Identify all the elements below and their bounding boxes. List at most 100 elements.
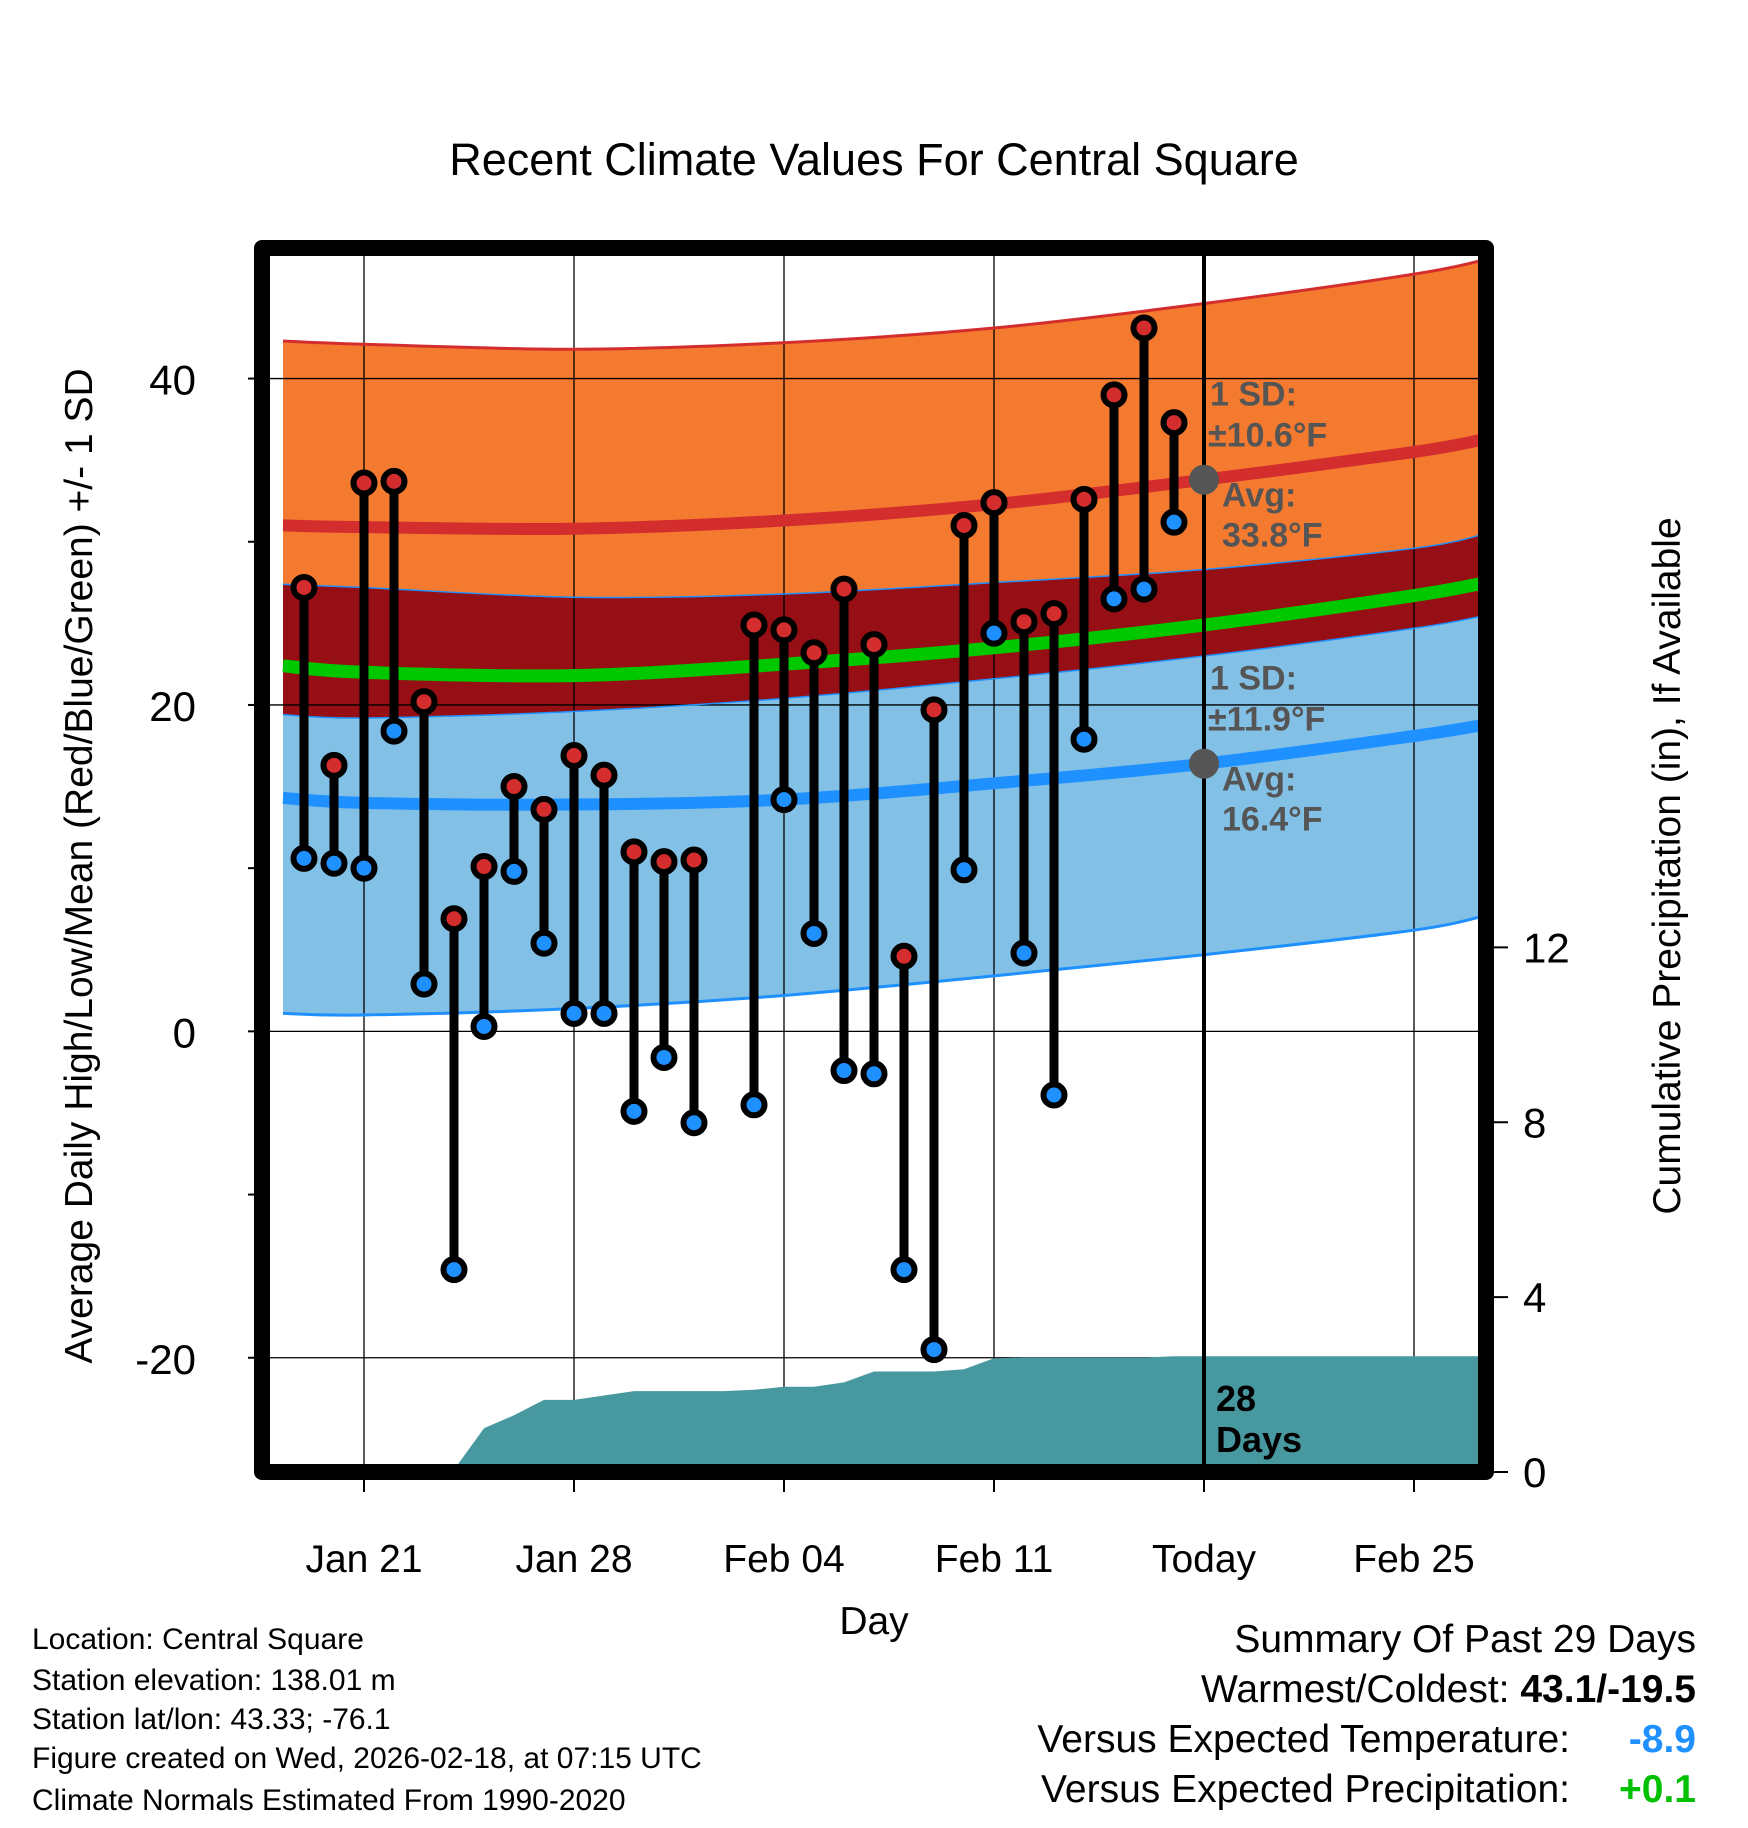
daily-high-point xyxy=(590,761,618,789)
summary-precip-label: Versus Expected Precipitation: xyxy=(1041,1768,1570,1811)
x-tick-label: Today xyxy=(1152,1538,1257,1581)
daily-low-point xyxy=(620,1097,648,1125)
daily-high-point xyxy=(1040,600,1068,628)
daily-low-point xyxy=(980,619,1008,647)
high-sd-value: ±10.6°F xyxy=(1208,417,1327,455)
daily-high-point xyxy=(1130,314,1158,342)
daily-high-point xyxy=(320,751,348,779)
summary-temp-label: Versus Expected Temperature: xyxy=(1037,1718,1570,1761)
daily-high-point xyxy=(680,846,708,874)
daily-low-point xyxy=(740,1091,768,1119)
low-sd-band xyxy=(283,615,1486,1016)
daily-low-point xyxy=(380,717,408,745)
y-tick-label: 20 xyxy=(149,683,196,730)
high-sd-band xyxy=(283,259,1486,598)
high-avg-label: Avg: xyxy=(1222,477,1296,515)
daily-low-point xyxy=(1100,585,1128,613)
info-created: Figure created on Wed, 2026-02-18, at 07… xyxy=(32,1742,702,1775)
x-tick-label: Jan 28 xyxy=(515,1538,632,1581)
plot-frame xyxy=(254,240,1494,1480)
daily-low-point xyxy=(590,999,618,1027)
daily-high-point xyxy=(950,511,978,539)
daily-high-point xyxy=(860,631,888,659)
daily-low-point xyxy=(410,970,438,998)
low-avg-label: Avg: xyxy=(1222,761,1296,799)
daily-high-point xyxy=(290,573,318,601)
info-elevation: Station elevation: 138.01 m xyxy=(32,1664,396,1697)
x-tick-label: Feb 25 xyxy=(1353,1538,1474,1581)
y-tick-label: 0 xyxy=(173,1009,196,1056)
info-normals: Climate Normals Estimated From 1990-2020 xyxy=(32,1784,626,1817)
climate-chart: Recent Climate Values For Central Square… xyxy=(58,134,1689,1643)
daily-low-point xyxy=(1040,1081,1068,1109)
daily-low-point xyxy=(470,1012,498,1040)
daily-low-point xyxy=(350,854,378,882)
precip-area xyxy=(283,1356,1486,1472)
low-sd-label: 1 SD: xyxy=(1210,660,1297,698)
daily-low-point xyxy=(320,849,348,877)
high-avg-value: 33.8°F xyxy=(1222,517,1323,555)
y-tick-label: -20 xyxy=(135,1336,196,1383)
daily-high-point xyxy=(560,742,588,770)
y-tick-label: 40 xyxy=(149,357,196,404)
daily-low-point xyxy=(920,1336,948,1364)
chart-title: Recent Climate Values For Central Square xyxy=(449,134,1299,185)
days-count-label: 28 xyxy=(1216,1378,1256,1419)
daily-low-point xyxy=(650,1043,678,1071)
daily-high-point xyxy=(1160,409,1188,437)
daily-low-point xyxy=(560,999,588,1027)
daily-high-point xyxy=(410,688,438,716)
daily-high-point xyxy=(500,773,528,801)
x-tick-label: Feb 11 xyxy=(935,1538,1054,1581)
daily-high-point xyxy=(980,489,1008,517)
daily-low-point xyxy=(290,844,318,872)
x-tick-label: Jan 21 xyxy=(305,1538,422,1581)
daily-low-point xyxy=(680,1109,708,1137)
y-axis-label: Average Daily High/Low/Mean (Red/Blue/Gr… xyxy=(58,368,101,1363)
daily-high-point xyxy=(890,942,918,970)
daily-low-point xyxy=(530,929,558,957)
high-mean-line xyxy=(282,432,1486,536)
daily-high-point xyxy=(740,611,768,639)
daily-low-point xyxy=(950,856,978,884)
low-sd-lower-line xyxy=(282,914,1486,1017)
mean-line xyxy=(282,576,1486,683)
daily-high-point xyxy=(1100,381,1128,409)
days-unit-label: Days xyxy=(1216,1419,1302,1460)
daily-low-point xyxy=(800,919,828,947)
summary-warm-cold-label: Warmest/Coldest: xyxy=(1201,1668,1510,1711)
high-sd-upper-line xyxy=(282,257,1486,351)
y2-tick-label: 12 xyxy=(1523,924,1570,971)
high-sd-lower-line xyxy=(282,532,1486,599)
daily-high-point xyxy=(350,469,378,497)
daily-high-point xyxy=(1070,485,1098,513)
daily-low-point xyxy=(1130,575,1158,603)
daily-high-point xyxy=(380,467,408,495)
info-location: Location: Central Square xyxy=(32,1623,364,1656)
daily-high-point xyxy=(530,795,558,823)
daily-low-point xyxy=(1070,725,1098,753)
daily-high-point xyxy=(1010,608,1038,636)
daily-low-point xyxy=(890,1256,918,1284)
daily-high-point xyxy=(920,696,948,724)
low-sd-value: ±11.9°F xyxy=(1208,701,1325,739)
summary-temp-value: -8.9 xyxy=(1628,1718,1696,1761)
daily-high-point xyxy=(830,575,858,603)
y2-axis-label: Cumulative Precipitation (in), If Availa… xyxy=(1646,517,1689,1214)
daily-high-point xyxy=(470,853,498,881)
x-axis-label: Day xyxy=(839,1600,909,1643)
low-avg-marker xyxy=(1189,748,1219,779)
daily-low-point xyxy=(1010,939,1038,967)
summary-precip-value: +0.1 xyxy=(1619,1768,1696,1811)
daily-high-point xyxy=(440,905,468,933)
daily-low-point xyxy=(770,786,798,814)
y2-tick-label: 4 xyxy=(1523,1274,1546,1321)
daily-high-point xyxy=(800,639,828,667)
low-avg-value: 16.4°F xyxy=(1222,801,1323,839)
daily-high-point xyxy=(650,848,678,876)
summary-warm-cold: Warmest/Coldest: 43.1/-19.5 xyxy=(1201,1670,1696,1709)
summary-heading: Summary Of Past 29 Days xyxy=(1234,1618,1696,1661)
daily-low-point xyxy=(500,857,528,885)
daily-low-point xyxy=(860,1060,888,1088)
daily-low-point xyxy=(1160,508,1188,536)
